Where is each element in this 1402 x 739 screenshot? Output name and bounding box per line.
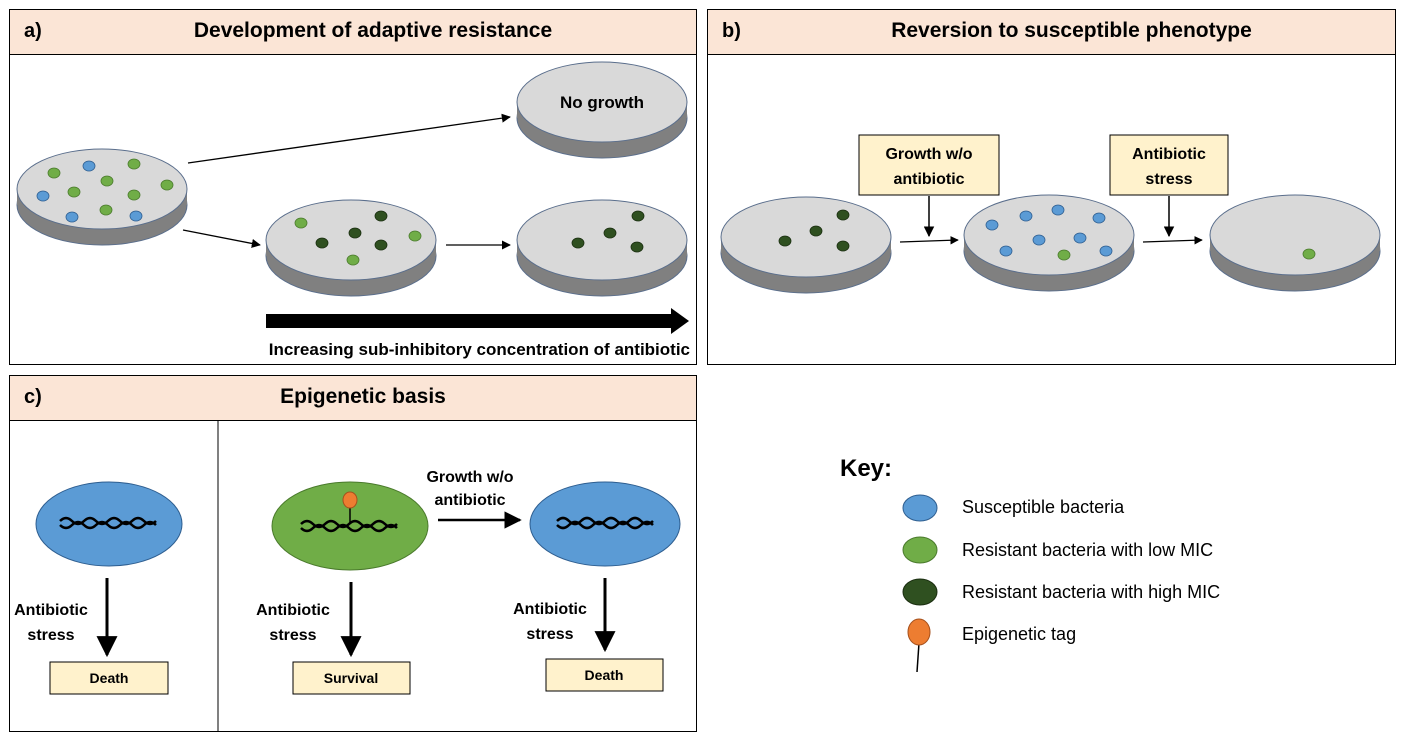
stress-box-b: Antibiotic stress <box>1109 134 1229 196</box>
stress-label-mid-2: stress <box>269 627 316 644</box>
growth-label-line1: Growth w/o <box>426 469 513 486</box>
key-title: Key: <box>840 455 893 482</box>
cell-c-left <box>35 481 183 567</box>
dish-b-1 <box>720 196 892 294</box>
dish-a-mid <box>265 199 437 297</box>
panel-a-letter: a) <box>24 20 42 42</box>
panel-a-title: Development of adaptive resistance <box>193 19 553 42</box>
key-label-high-mic: Resistant bacteria with high MIC <box>962 582 1221 602</box>
panel-c-letter: c) <box>24 386 42 408</box>
outcome-box-right: Death <box>545 658 664 692</box>
svg-text:antibiotic: antibiotic <box>893 171 964 188</box>
stress-label-mid-1: Antibiotic <box>256 602 330 619</box>
cell-c-mid <box>271 481 429 571</box>
key-label-epigenetic-tag: Epigenetic tag <box>962 624 1077 644</box>
bacteria-b-3 <box>1302 248 1316 260</box>
panel-b-letter: b) <box>722 20 741 42</box>
arrow-b-1-to-2 <box>899 236 959 245</box>
panel-c-title: Epigenetic basis <box>280 385 446 408</box>
svg-text:Growth w/o: Growth w/o <box>885 146 972 163</box>
outcome-box-mid: Survival <box>292 661 411 695</box>
key-low-mic-icon <box>902 536 938 564</box>
svg-text:Survival: Survival <box>324 670 378 686</box>
arrow-a-to-nogrowth <box>187 113 511 164</box>
dish-b-2 <box>963 194 1135 292</box>
svg-text:Death: Death <box>90 670 129 686</box>
key-high-mic-icon <box>902 578 938 606</box>
panel-c-header: c) Epigenetic basis <box>10 376 696 421</box>
bacteria-b-1 <box>778 209 850 252</box>
key-susceptible-icon <box>902 494 938 522</box>
panel-b: b) Reversion to susceptible phenotype <box>707 9 1396 365</box>
key-label-susceptible: Susceptible bacteria <box>962 497 1125 517</box>
bacteria-a-mid <box>294 210 422 266</box>
dish-a-start <box>16 148 188 246</box>
dish-b-3 <box>1209 194 1381 292</box>
dish-a-nogrowth <box>516 61 688 159</box>
panel-b-title: Reversion to susceptible phenotype <box>891 19 1252 42</box>
concentration-arrow <box>266 308 689 334</box>
growth-label-line2: antibiotic <box>434 492 505 509</box>
concentration-label: Increasing sub-inhibitory concentration … <box>269 340 690 359</box>
key-epigenetic-tag-icon <box>907 618 931 673</box>
svg-text:stress: stress <box>1145 171 1192 188</box>
stress-label-left-1: Antibiotic <box>14 602 88 619</box>
stress-label-right-2: stress <box>526 626 573 643</box>
epigenetic-tag-c <box>342 491 358 523</box>
svg-text:Antibiotic: Antibiotic <box>1132 146 1206 163</box>
panel-a-header: a) Development of adaptive resistance <box>10 10 696 55</box>
bacteria-a-end <box>571 210 645 253</box>
stress-label-right-1: Antibiotic <box>513 601 587 618</box>
no-growth-label: No growth <box>560 93 644 112</box>
key-label-low-mic: Resistant bacteria with low MIC <box>962 540 1214 560</box>
arrow-a-to-mid <box>182 229 261 248</box>
svg-text:Death: Death <box>585 667 624 683</box>
dish-a-end <box>516 199 688 297</box>
arrow-b-2-to-3 <box>1142 236 1203 245</box>
stress-label-left-2: stress <box>27 627 74 644</box>
growth-box-b: Growth w/o antibiotic <box>858 134 1000 196</box>
outcome-box-left: Death <box>49 661 169 695</box>
panel-b-header: b) Reversion to susceptible phenotype <box>708 10 1395 55</box>
bacteria-b-2 <box>985 204 1113 261</box>
bacteria-a-start <box>36 158 174 223</box>
cell-c-right <box>529 481 681 567</box>
